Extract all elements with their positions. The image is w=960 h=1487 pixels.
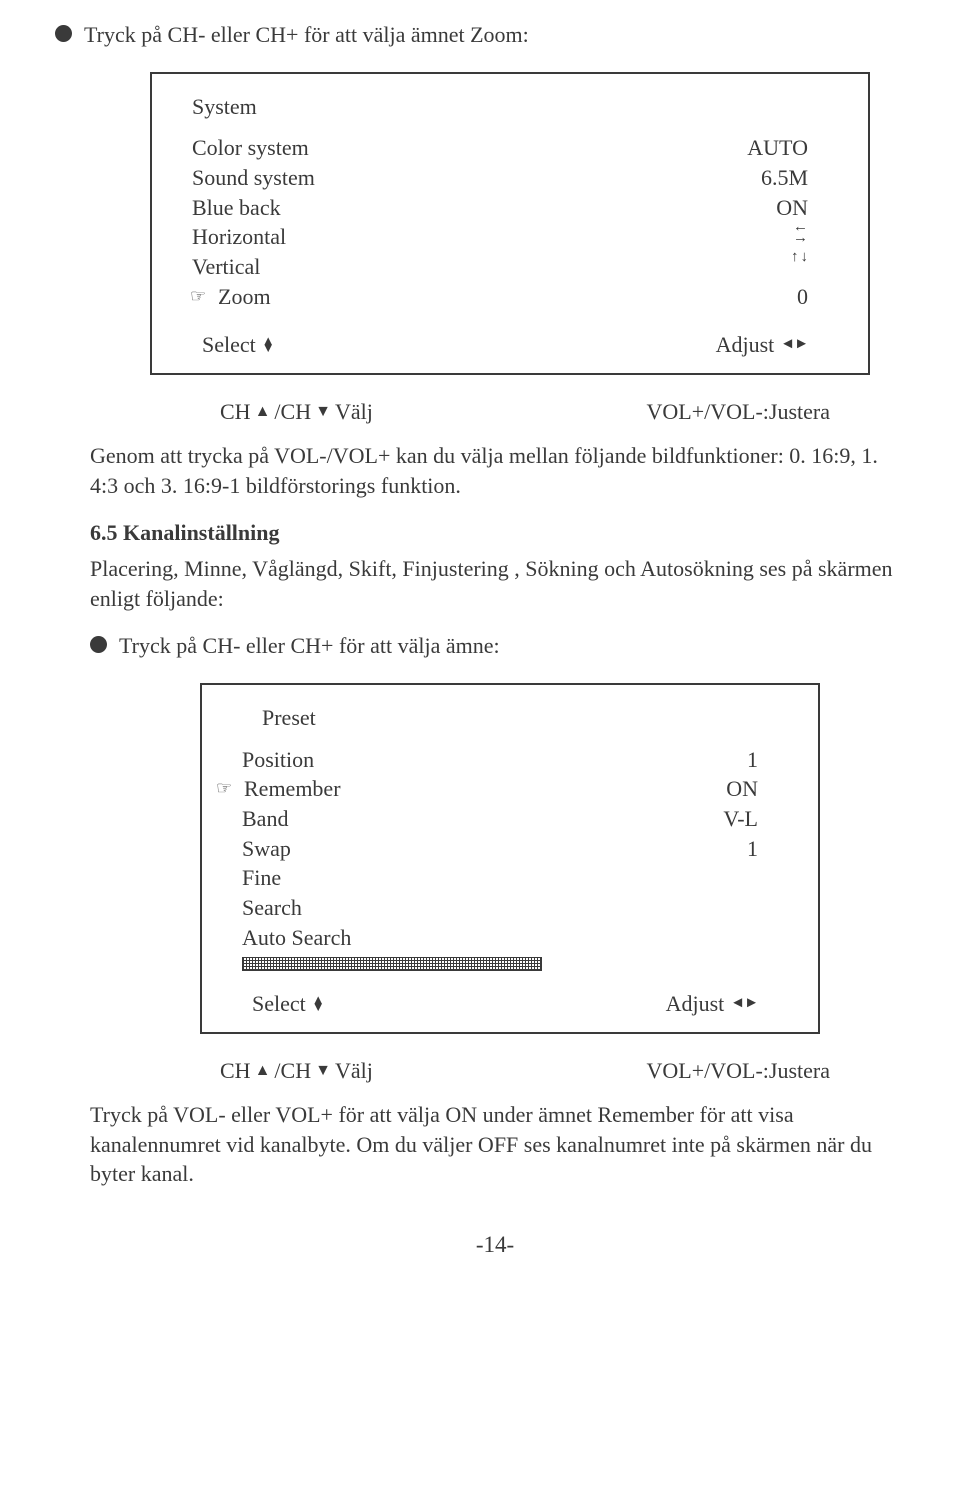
- leftright-icon: ◄►: [780, 334, 808, 354]
- cap1-ch2: /CH: [274, 397, 311, 427]
- section-body: Placering, Minne, Våglängd, Skift, Finju…: [90, 554, 900, 613]
- row-band-value: V-L: [723, 804, 758, 834]
- system-menu: System Color system AUTO Sound system 6.…: [150, 72, 870, 376]
- instruction-1: Tryck på CH- eller CH+ för att välja ämn…: [55, 20, 900, 50]
- hand-icon: [192, 290, 212, 304]
- leftright-icon: ◄►: [730, 993, 758, 1013]
- caption-2: CH▲/CH▼ Välj VOL+/VOL-:Justera: [220, 1056, 830, 1086]
- instruction-1-text: Tryck på CH- eller CH+ för att välja ämn…: [84, 20, 529, 50]
- row-swap-value: 1: [747, 834, 758, 864]
- row-blueback: Blue back ON: [182, 193, 838, 223]
- row-autosearch: Auto Search: [232, 923, 788, 953]
- cap2-ch1: CH: [220, 1056, 251, 1086]
- row-sound-value: 6.5M: [761, 163, 808, 193]
- updown-icon: ▲▼: [262, 337, 275, 351]
- horizontal-arrows-icon: ←→: [793, 222, 808, 252]
- instruction-2: Tryck på CH- eller CH+ för att välja ämn…: [90, 631, 900, 661]
- up-triangle-icon: ▲: [255, 401, 271, 423]
- cap1-valj: Välj: [335, 397, 373, 427]
- section-heading: 6.5 Kanalinställning: [90, 518, 900, 548]
- row-position: Position 1: [232, 745, 788, 775]
- row-search: Search: [232, 893, 788, 923]
- paragraph-2: Tryck på VOL- eller VOL+ för att välja O…: [90, 1100, 900, 1189]
- row-zoom-value: 0: [797, 282, 808, 312]
- adjust-label: Adjust: [666, 989, 725, 1019]
- down-triangle-icon: ▼: [315, 401, 331, 423]
- adjust-label: Adjust: [716, 330, 775, 360]
- row-band-label: Band: [242, 804, 288, 834]
- row-zoom: Zoom 0: [182, 282, 838, 312]
- preset-menu-title: Preset: [232, 703, 788, 733]
- cap1-ch1: CH: [220, 397, 251, 427]
- row-sound: Sound system 6.5M: [182, 163, 838, 193]
- instruction-2-text: Tryck på CH- eller CH+ för att välja ämn…: [119, 631, 500, 661]
- progress-bar: [242, 957, 542, 971]
- row-position-value: 1: [747, 745, 758, 775]
- updown-icon: ▲▼: [312, 996, 325, 1010]
- row-color-label: Color system: [192, 133, 309, 163]
- row-vertical-label: Vertical: [192, 252, 260, 282]
- row-position-label: Position: [242, 745, 314, 775]
- row-sound-label: Sound system: [192, 163, 315, 193]
- paragraph-1: Genom att trycka på VOL-/VOL+ kan du väl…: [90, 441, 900, 500]
- bullet-icon: [55, 25, 72, 42]
- vertical-arrows-icon: ↑↓: [791, 252, 808, 282]
- row-color-value: AUTO: [747, 133, 808, 163]
- page-number: -14-: [90, 1229, 900, 1260]
- up-triangle-icon: ▲: [255, 1060, 271, 1082]
- preset-menu-footer: Select ▲▼ Adjust ◄►: [232, 979, 788, 1019]
- row-remember-label: Remember: [244, 774, 341, 804]
- select-label: Select: [252, 989, 306, 1019]
- row-vertical: Vertical ↑↓: [182, 252, 838, 282]
- cap1-right: VOL+/VOL-:Justera: [647, 397, 830, 427]
- cap2-right: VOL+/VOL-:Justera: [647, 1056, 830, 1086]
- row-remember: Remember ON: [232, 774, 788, 804]
- preset-menu: Preset Position 1 Remember ON Band V-L S…: [200, 683, 820, 1034]
- row-search-label: Search: [242, 893, 302, 923]
- row-fine-label: Fine: [242, 863, 281, 893]
- row-swap: Swap 1: [232, 834, 788, 864]
- down-triangle-icon: ▼: [315, 1060, 331, 1082]
- row-horizontal-label: Horizontal: [192, 222, 286, 252]
- row-horizontal: Horizontal ←→: [182, 222, 838, 252]
- bullet-icon: [90, 636, 107, 653]
- system-menu-title: System: [182, 92, 838, 122]
- row-blueback-value: ON: [776, 193, 808, 223]
- select-label: Select: [202, 330, 256, 360]
- row-color: Color system AUTO: [182, 133, 838, 163]
- system-menu-footer: Select ▲▼ Adjust ◄►: [182, 320, 838, 360]
- row-zoom-label: Zoom: [218, 282, 271, 312]
- row-fine: Fine: [232, 863, 788, 893]
- row-blueback-label: Blue back: [192, 193, 281, 223]
- row-swap-label: Swap: [242, 834, 291, 864]
- row-autosearch-label: Auto Search: [242, 923, 351, 953]
- caption-1: CH▲/CH▼ Välj VOL+/VOL-:Justera: [220, 397, 830, 427]
- row-remember-value: ON: [726, 774, 758, 804]
- hand-icon: [218, 782, 238, 796]
- row-band: Band V-L: [232, 804, 788, 834]
- cap2-ch2: /CH: [274, 1056, 311, 1086]
- cap2-valj: Välj: [335, 1056, 373, 1086]
